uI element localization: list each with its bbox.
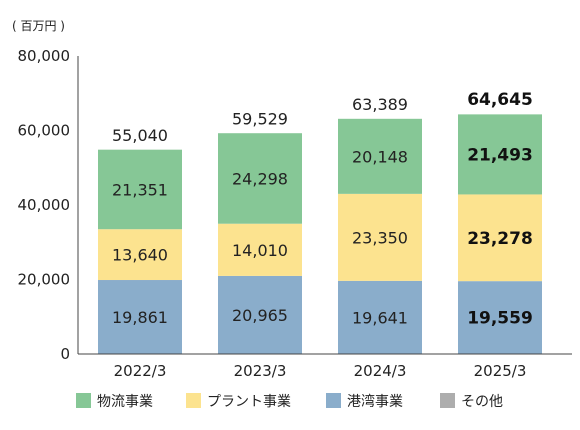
total-value-label: 64,645 — [467, 90, 533, 110]
bar-segment — [98, 229, 182, 281]
x-tick-label: 2023/3 — [234, 362, 287, 380]
y-axis-ticks: 0 20,000 40,000 60,000 80,000 — [18, 47, 71, 363]
segment-value-label: 19,861 — [112, 308, 168, 327]
bar-segments — [98, 114, 542, 354]
total-value-label: 59,529 — [232, 109, 288, 128]
segment-value-label: 19,641 — [352, 308, 408, 327]
x-tick-label: 2025/3 — [474, 362, 527, 380]
segment-value-label: 20,148 — [352, 147, 408, 166]
bar-segment — [458, 194, 542, 282]
bar-segment — [218, 133, 302, 224]
bar-segment — [98, 149, 182, 230]
x-axis-labels: 2022/3 2023/3 2024/3 2025/3 — [114, 362, 527, 380]
segment-value-label: 13,640 — [112, 246, 168, 265]
x-tick-label: 2022/3 — [114, 362, 167, 380]
legend-label: プラント事業 — [207, 394, 291, 410]
bar-segment — [338, 193, 422, 281]
legend-swatch — [76, 393, 91, 408]
legend-swatch — [440, 393, 455, 408]
segment-value-label: 23,350 — [352, 228, 408, 247]
bar-segment — [338, 118, 422, 194]
bar-segment — [218, 223, 302, 276]
y-tick-label: 0 — [60, 345, 70, 363]
legend: 物流事業 プラント事業 港湾事業 その他 — [76, 393, 503, 410]
y-tick-label: 20,000 — [18, 271, 71, 289]
bar-segment — [98, 280, 182, 354]
legend-item: その他 — [440, 393, 503, 410]
y-axis-unit-label: ( 百万円 ) — [12, 19, 65, 33]
segment-value-label: 23,278 — [467, 229, 533, 249]
y-tick-label: 40,000 — [18, 196, 71, 214]
total-value-labels: 55,040 59,529 63,389 64,645 — [112, 90, 533, 145]
y-tick-label: 60,000 — [18, 122, 71, 140]
legend-label: その他 — [461, 394, 503, 410]
bar-segment — [458, 281, 542, 354]
legend-swatch — [326, 393, 341, 408]
bar-segment — [338, 280, 422, 354]
x-tick-label: 2024/3 — [354, 362, 407, 380]
legend-swatch — [186, 393, 201, 408]
segment-value-label: 21,493 — [467, 145, 533, 165]
legend-item: 物流事業 — [76, 393, 153, 410]
legend-item: プラント事業 — [186, 393, 291, 410]
y-tick-label: 80,000 — [18, 47, 71, 65]
segment-value-labels: 19,861 13,640 21,351 20,965 14,010 24,298 19,6… — [112, 145, 533, 328]
legend-item: 港湾事業 — [326, 393, 403, 410]
bar-segment — [458, 114, 542, 195]
legend-label: 港湾事業 — [347, 393, 403, 410]
segment-value-label: 14,010 — [232, 241, 288, 260]
total-value-label: 63,389 — [352, 95, 408, 114]
segment-value-label: 19,559 — [467, 309, 533, 329]
segment-value-label: 24,298 — [232, 169, 288, 188]
total-value-label: 55,040 — [112, 126, 168, 145]
bar-segment — [218, 275, 302, 354]
segment-value-label: 20,965 — [232, 306, 288, 325]
segment-value-label: 21,351 — [112, 180, 168, 199]
legend-label: 物流事業 — [97, 394, 153, 410]
